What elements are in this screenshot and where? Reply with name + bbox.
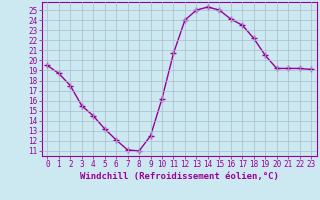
X-axis label: Windchill (Refroidissement éolien,°C): Windchill (Refroidissement éolien,°C) xyxy=(80,172,279,181)
